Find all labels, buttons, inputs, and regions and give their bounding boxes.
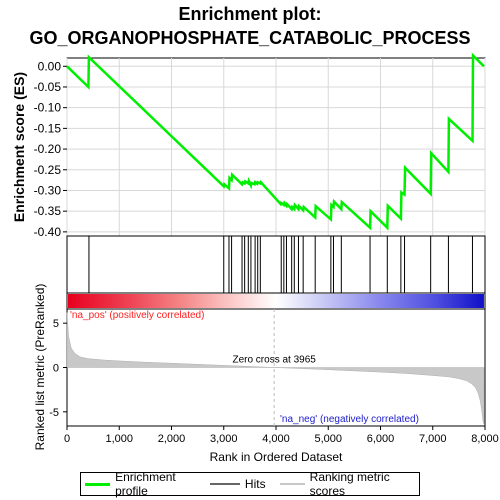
metric-y-axis-label: Ranked list metric (PreRanked): [33, 284, 47, 451]
x-tick-label: 7,000: [419, 433, 447, 445]
legend-enrichment-label: Enrichment profile: [115, 470, 176, 498]
legend-ranking: Ranking metric scores: [279, 470, 409, 498]
es-y-tick-label: -0.20: [34, 142, 62, 156]
legend-hits-swatch: [209, 483, 240, 485]
enrichment-plot: 0.00 -0.05 -0.10 -0.15 -0.20 -0.25 -0.30 -0.35 -…: [11, 52, 499, 464]
es-y-tick-label: -0.30: [34, 183, 62, 197]
legend-ranking-label: Ranking metric scores: [309, 470, 390, 498]
chart-title-line1: Enrichment plot:: [178, 4, 322, 24]
metric-y-axis: 5 0 -5: [49, 318, 67, 419]
legend-hits-label: Hits: [244, 477, 266, 491]
metric-y-tick-label: -5: [49, 407, 59, 419]
chart-title-line2: GO_ORGANOPHOSPHATE_CATABOLIC_PROCESS: [29, 28, 471, 48]
metric-y-tick-label: 5: [53, 318, 59, 330]
es-y-axis: 0.00 -0.05 -0.10 -0.15 -0.20 -0.25 -0.30 -0.35 -…: [34, 59, 67, 239]
x-tick-label: 2,000: [158, 433, 186, 445]
zero-cross-label: Zero cross at 3965: [232, 355, 316, 366]
hits-panel-frame: [66, 235, 486, 294]
hit-markers: [88, 236, 473, 293]
x-tick-label: 6,000: [367, 433, 395, 445]
es-gridlines: [66, 58, 486, 236]
metric-y-tick-label: 0: [53, 363, 59, 375]
x-tick-label: 1,000: [105, 433, 133, 445]
legend-hits: Hits: [209, 477, 266, 491]
x-tick-label: 0: [64, 433, 70, 445]
positive-correlation-label: 'na_pos' (positively correlated): [70, 310, 204, 321]
negative-correlation-label: 'na_neg' (negatively correlated): [280, 414, 419, 425]
x-axis-label: Rank in Ordered Dataset: [210, 450, 343, 464]
legend: Enrichment profile Hits Ranking metric s…: [80, 470, 420, 498]
es-y-tick-label: -0.35: [34, 204, 62, 218]
legend-enrichment-profile: Enrichment profile: [85, 470, 196, 498]
rank-colorbar: [68, 294, 484, 308]
ranked-metric-area: [66, 312, 485, 425]
es-y-tick-label: -0.40: [34, 225, 62, 239]
x-tick-label: 5,000: [314, 433, 342, 445]
x-axis: 0 1,000 2,000 3,000 4,000 5,000 6,000 7,000 8,00…: [64, 426, 499, 445]
es-y-tick-label: 0.00: [38, 59, 62, 73]
es-y-tick-label: -0.05: [34, 80, 62, 94]
es-y-axis-label: Enrichment score (ES): [11, 72, 27, 222]
legend-enrichment-swatch: [85, 482, 111, 486]
legend-ranking-swatch: [279, 483, 305, 485]
x-tick-label: 4,000: [262, 433, 290, 445]
es-y-tick-label: -0.10: [34, 101, 62, 115]
x-tick-label: 8,000: [471, 433, 499, 445]
enrichment-profile-line: [66, 52, 485, 231]
es-y-tick-label: -0.15: [34, 121, 62, 135]
es-y-tick-label: -0.25: [34, 163, 62, 177]
x-tick-label: 3,000: [210, 433, 238, 445]
